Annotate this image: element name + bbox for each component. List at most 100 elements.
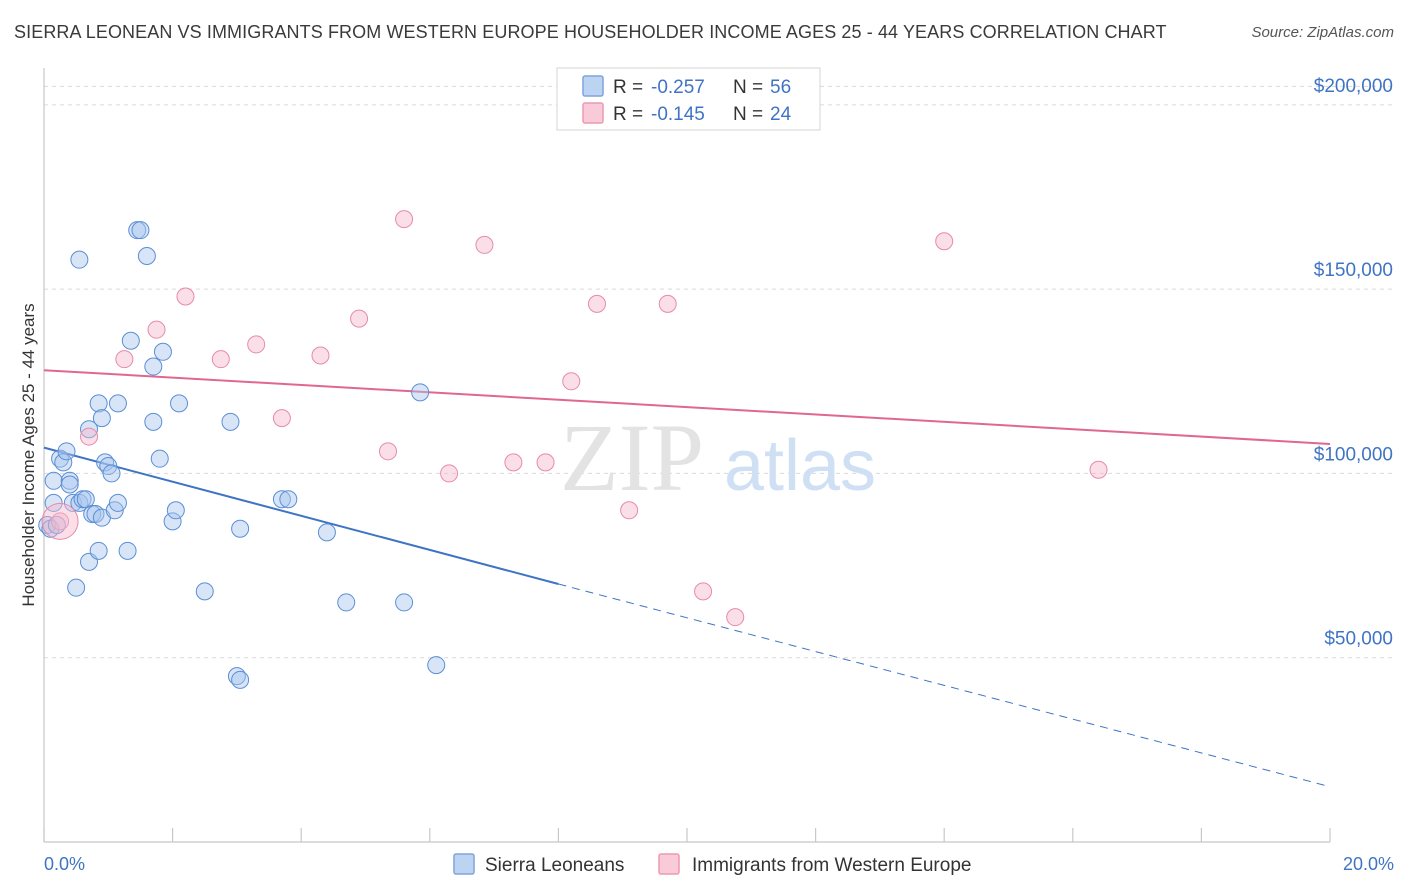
point-series0-11 bbox=[67, 578, 86, 597]
chart-title: SIERRA LEONEAN VS IMMIGRANTS FROM WESTER… bbox=[14, 22, 1167, 42]
point-series0-49 bbox=[317, 523, 336, 542]
point-series0-29 bbox=[108, 394, 127, 413]
legend-swatch-pink bbox=[582, 102, 604, 124]
legend-r-label-2: R = bbox=[613, 104, 643, 125]
x-tick-label-min: 0.0% bbox=[44, 854, 85, 874]
point-series0-6 bbox=[54, 453, 73, 472]
watermark-zip: ZIP bbox=[560, 404, 704, 511]
point-series0-8 bbox=[60, 471, 79, 490]
trend-line-sierra-leoneans bbox=[43, 446, 559, 585]
point-series0-50 bbox=[337, 593, 356, 612]
point-series0-4 bbox=[47, 516, 66, 535]
point-series0-17 bbox=[80, 420, 99, 439]
point-series1-2 bbox=[115, 350, 134, 369]
point-series0-34 bbox=[137, 246, 156, 265]
y-tick-label-100000: $100,000 bbox=[1314, 444, 1393, 465]
point-series0-23 bbox=[92, 409, 111, 428]
point-series1-13 bbox=[475, 235, 494, 254]
legend-r-value-2: -0.145 bbox=[651, 104, 705, 125]
series-legend: Sierra Leoneans Immigrants from Western … bbox=[453, 853, 971, 876]
y-tick-label-150000: $150,000 bbox=[1314, 260, 1393, 281]
y-tick-label-200000: $200,000 bbox=[1314, 76, 1393, 97]
point-series1-20 bbox=[694, 582, 713, 601]
series-legend-label-blue: Sierra Leoneans bbox=[485, 855, 624, 876]
point-series0-44 bbox=[227, 667, 246, 686]
point-series0-42 bbox=[195, 582, 214, 601]
point-series1-0 bbox=[51, 512, 70, 531]
watermark: ZIP atlas bbox=[560, 404, 876, 511]
point-series1-14 bbox=[504, 453, 523, 472]
point-series0-9 bbox=[60, 475, 79, 494]
point-series0-36 bbox=[144, 357, 163, 376]
point-series0-51 bbox=[395, 593, 414, 612]
point-series1-11 bbox=[395, 210, 414, 229]
legend-swatch-blue bbox=[582, 75, 604, 97]
point-series1-17 bbox=[587, 294, 606, 313]
point-series0-40 bbox=[166, 501, 185, 520]
point-series0-53 bbox=[427, 656, 446, 675]
point-series1-10 bbox=[379, 442, 398, 461]
point-series1-6 bbox=[247, 335, 266, 354]
legend-n-value-2: 24 bbox=[770, 104, 792, 125]
point-series0-24 bbox=[96, 453, 115, 472]
point-series1-15 bbox=[536, 453, 555, 472]
point-series1-23 bbox=[1089, 460, 1108, 479]
point-series0-20 bbox=[89, 541, 108, 560]
point-series0-30 bbox=[118, 541, 137, 560]
point-series0-3 bbox=[44, 471, 63, 490]
point-series0-37 bbox=[150, 449, 169, 468]
series-legend-label-pink: Immigrants from Western Europe bbox=[692, 855, 971, 876]
point-series0-7 bbox=[57, 442, 76, 461]
point-series0-21 bbox=[89, 394, 108, 413]
point-series0-45 bbox=[231, 670, 250, 689]
point-series1-18 bbox=[620, 501, 639, 520]
point-series0-39 bbox=[163, 512, 182, 531]
y-tick-label-50000: $50,000 bbox=[1324, 629, 1393, 650]
legend-r-value-1: -0.257 bbox=[651, 77, 705, 98]
point-series1-5 bbox=[211, 350, 230, 369]
point-series1-7 bbox=[272, 409, 291, 428]
series-legend-swatch-blue bbox=[453, 853, 475, 875]
point-series1-large bbox=[41, 502, 79, 540]
legend-n-label-2: N = bbox=[733, 104, 763, 125]
axes bbox=[43, 68, 1331, 843]
legend-n-value-1: 56 bbox=[770, 77, 791, 98]
series-legend-swatch-pink bbox=[658, 853, 680, 875]
watermark-atlas: atlas bbox=[724, 426, 876, 506]
point-series0-46 bbox=[231, 519, 250, 538]
x-tick-labels: 0.0% 20.0% bbox=[44, 854, 1394, 874]
point-series1-3 bbox=[147, 320, 166, 339]
point-series0-5 bbox=[51, 449, 70, 468]
point-series0-13 bbox=[70, 250, 89, 269]
point-series0-47 bbox=[272, 490, 291, 509]
trend-lines bbox=[43, 369, 1331, 788]
point-series0-31 bbox=[121, 331, 140, 350]
x-tick-label-max: 20.0% bbox=[1343, 854, 1394, 874]
point-series1-1 bbox=[80, 427, 99, 446]
trend-line-sierra-leoneans-extension bbox=[558, 583, 1331, 788]
point-series1-22 bbox=[935, 232, 954, 251]
legend-n-label-1: N = bbox=[733, 77, 763, 98]
legend-r-label-1: R = bbox=[613, 77, 643, 98]
point-series1-12 bbox=[440, 464, 459, 483]
point-series1-9 bbox=[350, 309, 369, 328]
point-series1-19 bbox=[658, 294, 677, 313]
point-series0-38 bbox=[153, 342, 172, 361]
point-series0-28 bbox=[108, 493, 127, 512]
point-series0-52 bbox=[411, 383, 430, 402]
point-series1-8 bbox=[311, 346, 330, 365]
point-series0-33 bbox=[131, 221, 150, 240]
point-series0-43 bbox=[221, 412, 240, 431]
y-axis-label: Householder Income Ages 25 - 44 years bbox=[19, 303, 38, 606]
point-series0-48 bbox=[279, 490, 298, 509]
grid-lines bbox=[44, 85, 1392, 659]
data-points bbox=[38, 210, 1108, 689]
point-series1-4 bbox=[176, 287, 195, 306]
source-label: Source: ZipAtlas.com bbox=[1251, 24, 1394, 41]
y-tick-labels: $50,000 $100,000 $150,000 $200,000 bbox=[1314, 76, 1393, 650]
point-series0-35 bbox=[144, 412, 163, 431]
point-series1-21 bbox=[726, 608, 745, 627]
point-series0-26 bbox=[102, 464, 121, 483]
correlation-legend: R = -0.257 N = 56 R = -0.145 N = 24 bbox=[556, 67, 821, 131]
